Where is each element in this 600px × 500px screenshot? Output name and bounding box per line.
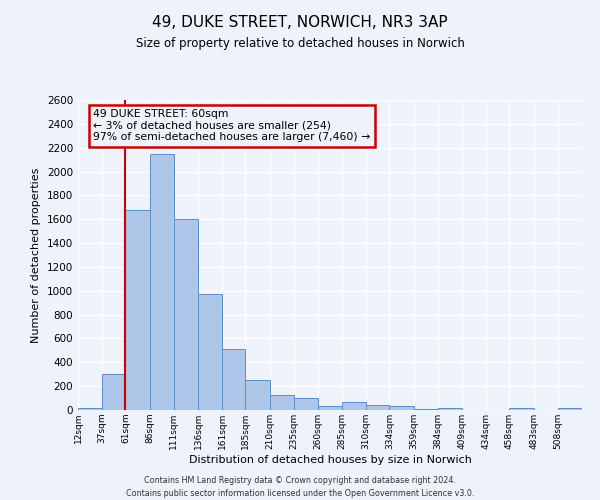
Bar: [102, 374, 125, 410]
Bar: [125, 210, 149, 410]
Text: Contains HM Land Registry data © Crown copyright and database right 2024.
Contai: Contains HM Land Registry data © Crown c…: [126, 476, 474, 498]
X-axis label: Distribution of detached houses by size in Norwich: Distribution of detached houses by size …: [188, 454, 472, 464]
Bar: [509, 408, 533, 410]
Bar: [294, 398, 318, 410]
Bar: [149, 154, 174, 410]
Bar: [318, 406, 342, 410]
Bar: [222, 349, 245, 410]
Bar: [245, 380, 269, 410]
Bar: [174, 219, 198, 410]
Bar: [78, 408, 102, 410]
Bar: [389, 406, 413, 410]
Bar: [366, 405, 389, 410]
Bar: [413, 409, 438, 410]
Text: Size of property relative to detached houses in Norwich: Size of property relative to detached ho…: [136, 38, 464, 51]
Text: 49, DUKE STREET, NORWICH, NR3 3AP: 49, DUKE STREET, NORWICH, NR3 3AP: [152, 15, 448, 30]
Bar: [269, 394, 294, 410]
Bar: [342, 402, 366, 410]
Bar: [438, 408, 462, 410]
Y-axis label: Number of detached properties: Number of detached properties: [31, 168, 41, 342]
Text: 49 DUKE STREET: 60sqm
← 3% of detached houses are smaller (254)
97% of semi-deta: 49 DUKE STREET: 60sqm ← 3% of detached h…: [93, 110, 370, 142]
Bar: [558, 408, 582, 410]
Bar: [198, 294, 222, 410]
